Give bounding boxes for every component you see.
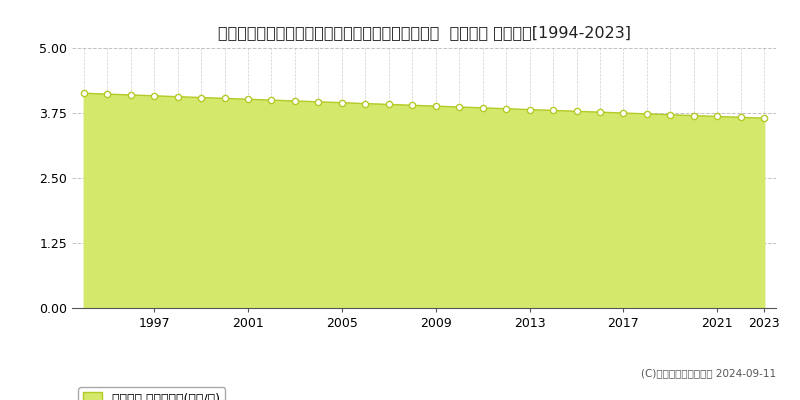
Text: (C)土地価格ドットコム 2024-09-11: (C)土地価格ドットコム 2024-09-11 [641,368,776,378]
Title: 栃木県芳賀郡芳賀町大字稲毛田字屋敷添１４３０番  地価公示 地価推移[1994-2023]: 栃木県芳賀郡芳賀町大字稲毛田字屋敷添１４３０番 地価公示 地価推移[1994-2… [218,25,630,40]
Legend: 地価公示 平均坪単価(万円/坪): 地価公示 平均坪単価(万円/坪) [78,387,225,400]
